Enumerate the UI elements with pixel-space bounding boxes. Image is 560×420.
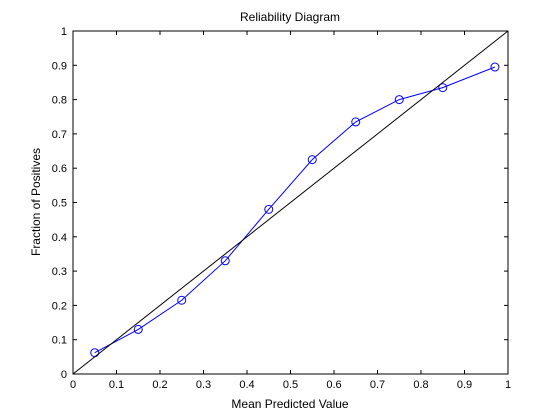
x-tick-label-10: 1 bbox=[505, 379, 511, 391]
x-tick-label-5: 0.5 bbox=[283, 379, 298, 391]
series-0-point-8 bbox=[438, 83, 448, 93]
series-0-line bbox=[94, 66, 496, 354]
y-tick-label-10: 1 bbox=[61, 26, 67, 38]
y-tick-label-0: 0 bbox=[61, 369, 67, 381]
x-tick-label-0: 0 bbox=[70, 379, 76, 391]
x-tick-label-2: 0.2 bbox=[152, 379, 167, 391]
y-tick-label-8: 0.8 bbox=[52, 95, 67, 107]
y-tick-label-5: 0.5 bbox=[52, 198, 67, 210]
y-tick-label-6: 0.6 bbox=[52, 163, 67, 175]
y-tick-label-9: 0.9 bbox=[52, 60, 67, 72]
series-0-point-7 bbox=[394, 95, 404, 105]
x-axis-label: Mean Predicted Value bbox=[231, 397, 349, 411]
series-1-line bbox=[72, 30, 509, 375]
x-tick-label-8: 0.8 bbox=[413, 379, 428, 391]
x-tick-label-9: 0.9 bbox=[457, 379, 472, 391]
series-layer bbox=[72, 30, 509, 375]
series-0-point-4 bbox=[264, 204, 274, 214]
series-0-point-5 bbox=[307, 155, 317, 165]
series-0-point-3 bbox=[220, 256, 230, 266]
x-tick-label-6: 0.6 bbox=[326, 379, 341, 391]
series-0-point-6 bbox=[351, 117, 361, 127]
series-0-point-1 bbox=[133, 324, 143, 334]
y-tick-label-3: 0.3 bbox=[52, 266, 67, 278]
x-tick-label-1: 0.1 bbox=[109, 379, 124, 391]
y-axis-label: Fraction of Positives bbox=[29, 148, 43, 256]
y-tick-label-4: 0.4 bbox=[52, 232, 67, 244]
y-tick-label-7: 0.7 bbox=[52, 129, 67, 141]
x-tick-label-3: 0.3 bbox=[196, 379, 211, 391]
series-0-point-2 bbox=[177, 295, 187, 305]
x-tick-label-7: 0.7 bbox=[370, 379, 385, 391]
plot-frame bbox=[72, 30, 509, 375]
chart-title: Reliability Diagram bbox=[240, 10, 340, 24]
series-0-point-9 bbox=[490, 62, 500, 72]
x-tick-label-4: 0.4 bbox=[239, 379, 254, 391]
y-tick-label-2: 0.2 bbox=[52, 300, 67, 312]
y-tick-label-1: 0.1 bbox=[52, 335, 67, 347]
